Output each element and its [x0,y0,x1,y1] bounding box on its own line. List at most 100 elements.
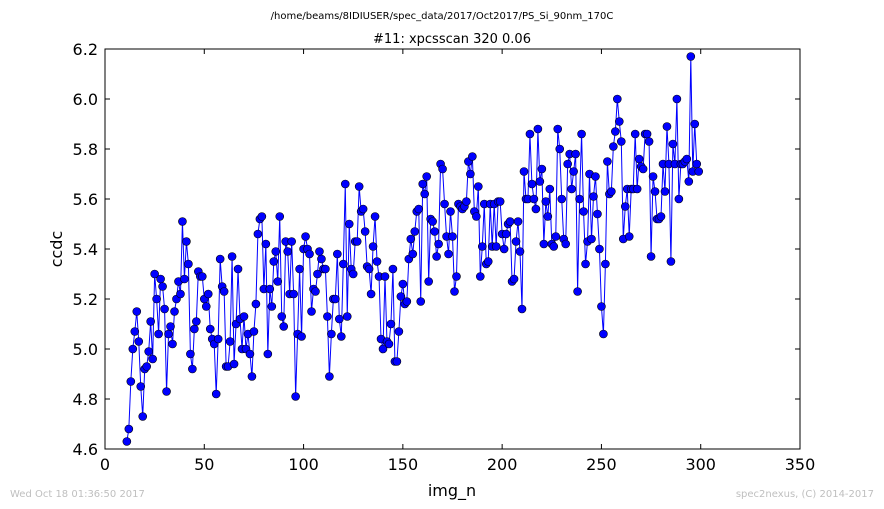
data-point [273,277,283,286]
data-point [591,172,600,181]
series-line [126,56,700,442]
data-point [152,294,161,304]
data-point [156,274,165,284]
data-point [198,272,207,281]
data-point [335,314,344,324]
data-point [511,237,521,246]
data-point [519,167,529,176]
data-point [263,349,273,359]
data-point [577,129,586,139]
data-point [170,307,179,316]
data-point [289,289,298,299]
data-point [561,239,570,249]
data-point [398,279,408,289]
data-point [475,272,485,281]
data-point [533,124,543,134]
data-point [267,302,277,311]
y-tick-label: 5.2 [73,290,98,309]
data-point [130,327,140,336]
data-point [154,329,163,339]
data-point [148,354,157,364]
data-point [609,142,618,151]
data-point [279,322,289,331]
data-point [535,177,545,186]
data-point [686,52,696,61]
data-point [603,157,612,166]
data-point [468,152,477,161]
data-point [132,307,142,316]
data-point [201,302,211,311]
data-point [668,139,678,149]
data-point [295,264,304,274]
data-point [430,227,439,236]
data-point [215,254,225,264]
data-point [392,357,402,366]
data-point [448,232,457,241]
data-point [184,259,193,269]
data-point [287,237,296,246]
data-point [620,202,630,211]
data-point [644,137,654,146]
data-point [162,387,171,396]
data-point [203,289,213,299]
credit: spec2nexus, (C) 2014-2017 [735,489,874,500]
data-point [333,249,342,259]
data-point [340,179,350,189]
data-point [666,257,676,266]
x-tick-label: 100 [288,455,319,474]
data-point [176,289,185,299]
data-point [531,204,541,214]
data-point [573,287,582,296]
data-point [593,209,602,219]
data-point [261,239,271,249]
x-tick-label: 350 [785,455,816,474]
x-tick-label: 300 [685,455,716,474]
y-tick-label: 5.8 [73,140,98,159]
data-point [446,207,455,216]
data-point [541,197,551,206]
data-point [539,239,549,249]
data-point [501,229,511,239]
data-point [188,364,197,374]
data-point [549,242,559,251]
data-point [249,327,259,336]
x-axis-label: img_n [428,481,476,501]
y-tick-label: 4.6 [73,440,98,459]
data-point [543,212,553,221]
data-point [164,329,173,339]
data-point [378,344,388,354]
data-point [128,344,138,354]
data-point [571,149,580,159]
data-point [168,339,177,349]
data-point [579,207,588,216]
data-point [233,264,243,274]
data-point [277,312,287,321]
data-point [587,234,596,244]
data-point [134,337,144,346]
data-point [611,127,620,136]
data-point [440,199,449,209]
data-point [607,187,616,196]
data-point [158,282,167,291]
data-point [122,437,132,446]
data-point [178,217,187,226]
data-point [136,382,146,391]
data-point [352,237,362,246]
data-point [452,272,461,281]
data-point [394,327,404,336]
data-point [589,192,598,201]
data-point [213,334,223,344]
data-point [408,249,418,259]
data-point [672,94,682,104]
data-point [380,272,390,281]
y-tick-label: 4.8 [73,390,98,409]
data-point [515,247,525,256]
data-point [613,94,622,104]
data-point [219,287,229,296]
y-tick-label: 6.0 [73,90,98,109]
data-point [638,164,648,174]
data-point [366,289,376,299]
data-point [257,212,267,221]
data-point [444,249,453,259]
data-point [555,144,565,154]
